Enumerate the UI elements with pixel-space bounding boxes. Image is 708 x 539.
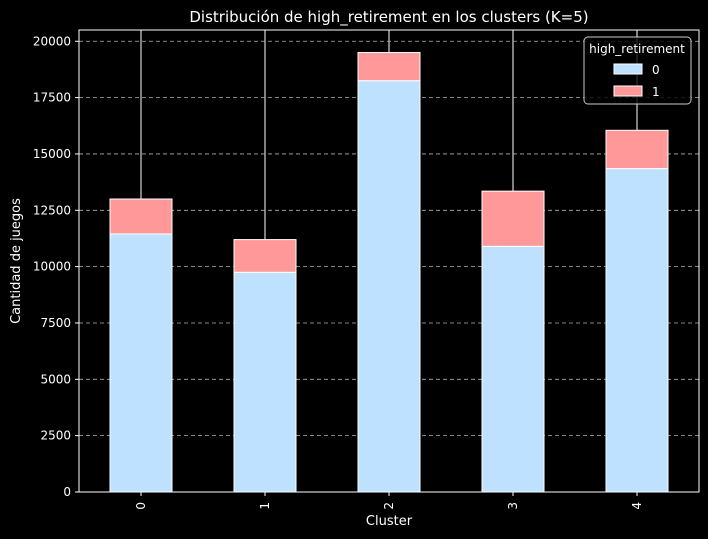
y-tick-label: 2500 [40,429,71,443]
x-tick-label: 3 [506,502,520,510]
y-tick-label: 20000 [33,34,71,48]
bar-cluster-3-series-1 [481,190,545,247]
bar-cluster-0-series-0 [109,233,173,493]
x-tick-label: 1 [258,502,272,510]
legend: high_retirement 0 1 [583,36,692,105]
legend-title: high_retirement [589,42,685,56]
chart-title: Distribución de high_retirement en los c… [189,8,588,27]
bar-cluster-1-series-1 [233,239,297,273]
legend-swatch-1 [613,85,643,97]
x-tick-label: 0 [134,502,148,510]
y-tick-label: 12500 [33,203,71,217]
bar-cluster-3-series-0 [481,245,545,493]
y-axis-ticks: 0 2500 5000 7500 10000 12500 15000 17500 20000 [33,34,79,499]
bar-cluster-2-series-0 [357,80,421,493]
y-tick-label: 0 [63,485,71,499]
bars [109,52,669,493]
bar-cluster-0-series-1 [109,198,173,235]
y-axis-label: Cantidad de juegos [9,198,24,324]
y-tick-label: 17500 [33,91,71,105]
bar-cluster-2-series-1 [357,52,421,82]
bar-cluster-4-series-1 [605,129,669,170]
y-tick-label: 7500 [40,316,71,330]
y-tick-label: 15000 [33,147,71,161]
y-tick-label: 5000 [40,372,71,386]
x-tick-label: 2 [382,502,396,510]
legend-swatch-0 [613,63,643,75]
legend-label-1: 1 [652,85,660,99]
y-tick-label: 10000 [33,260,71,274]
bar-cluster-1-series-0 [233,271,297,493]
x-tick-label: 4 [630,502,644,510]
legend-label-0: 0 [652,63,660,77]
bar-cluster-4-series-0 [605,168,669,493]
x-axis-ticks: 0 1 2 3 4 [134,492,644,510]
x-axis-label: Cluster [366,514,413,529]
